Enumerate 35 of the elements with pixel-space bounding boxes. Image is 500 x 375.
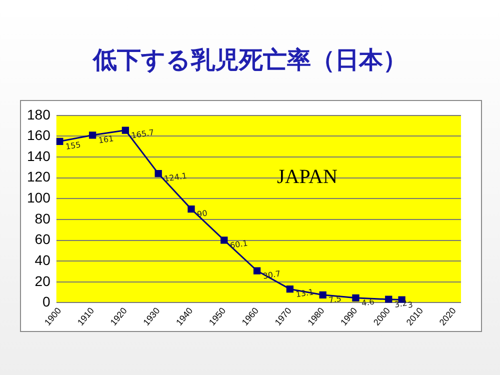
data-label: 30.7 (262, 269, 282, 281)
point (319, 291, 326, 298)
data-label: 60.1 (229, 238, 248, 250)
y-tick-label: 120 (27, 168, 51, 185)
data-label: 7.5 (328, 294, 342, 305)
y-tick-label: 140 (27, 148, 51, 164)
point (122, 126, 130, 134)
data-label: 124.1 (164, 171, 188, 184)
point (286, 286, 294, 293)
y-tick-label: 20 (34, 272, 51, 289)
y-tick-label: 180 (27, 106, 51, 122)
data-label: 161 (98, 134, 114, 146)
data-label: 90 (196, 208, 208, 220)
data-label: 3.2 (394, 298, 408, 310)
point (56, 138, 64, 145)
data-label: 3 (407, 300, 414, 310)
data-label: 4.6 (360, 297, 375, 308)
y-tick-label: 160 (27, 127, 51, 144)
chart-title: 低下する乳児死亡率（日本） (91, 45, 408, 76)
point (220, 236, 228, 244)
point (188, 205, 195, 213)
point (253, 267, 261, 274)
point (385, 296, 392, 303)
annotation: JAPAN (277, 166, 338, 188)
point (88, 132, 96, 139)
data-label: 13.1 (295, 288, 314, 300)
point (154, 170, 162, 178)
data-label: 165.7 (130, 128, 155, 140)
y-tick-label: 80 (34, 210, 51, 226)
y-tick-label: 0 (42, 294, 51, 310)
point (352, 294, 360, 302)
y-tick-label: 100 (27, 190, 51, 206)
y-tick-label: 40 (34, 252, 51, 268)
y-tick-label: 60 (34, 231, 51, 248)
data-label: 155 (64, 140, 82, 152)
